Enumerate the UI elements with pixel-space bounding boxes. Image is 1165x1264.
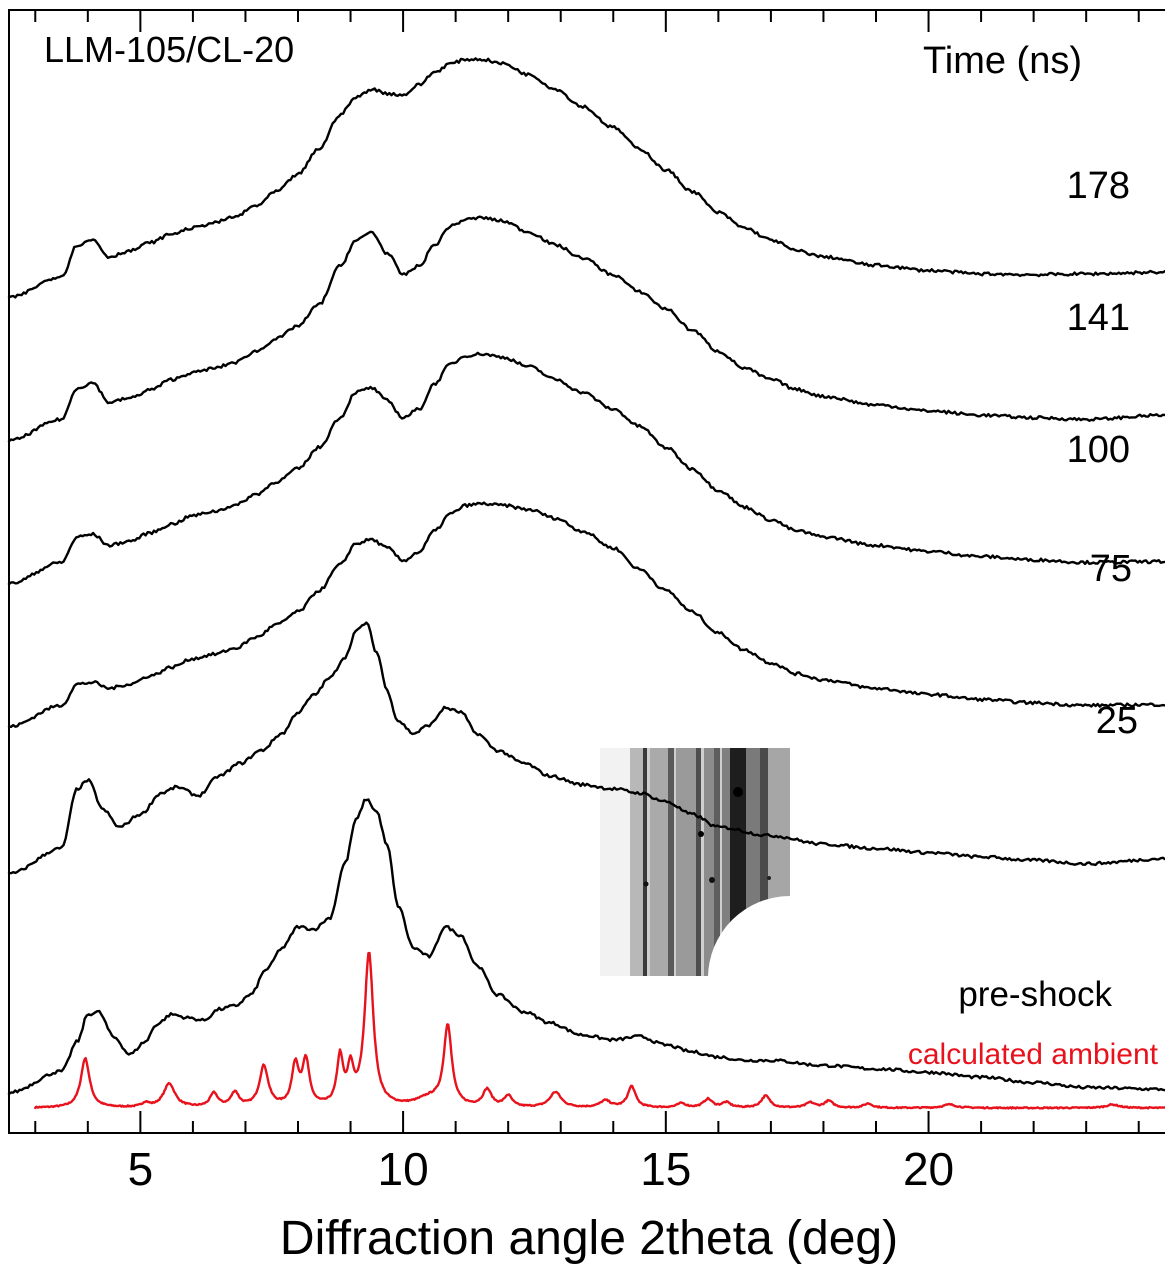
series-line-100 [7, 351, 1165, 586]
series-line-141 [7, 215, 1165, 443]
x-tick-label: 15 [640, 1143, 691, 1195]
x-axis-ticks [34, 10, 1140, 1133]
x-tick-labels: 5 10 15 20 [128, 1143, 955, 1195]
label-pre-shock: pre-shock [958, 975, 1112, 1014]
series-line-75 [7, 501, 1165, 728]
series-line-178 [7, 57, 1165, 299]
x-tick-label: 20 [903, 1143, 954, 1195]
label-calculated-ambient: calculated ambient [908, 1038, 1159, 1071]
label-141: 141 [1067, 297, 1130, 339]
label-25: 25 [1096, 700, 1138, 742]
label-178: 178 [1067, 165, 1130, 207]
plot-frame [8, 9, 1165, 1134]
x-tick-label: 5 [128, 1143, 154, 1195]
trace-group [7, 57, 1165, 1110]
series-line-25 [7, 621, 1165, 875]
time-legend-title: Time (ns) [923, 40, 1082, 82]
x-tick-label: 10 [378, 1143, 429, 1195]
chart-title: LLM-105/CL-20 [44, 29, 294, 70]
diffraction-inset [600, 748, 790, 976]
series-line-calculated-ambient [34, 951, 1165, 1110]
label-75: 75 [1090, 548, 1132, 590]
x-axis-label: Diffraction angle 2theta (deg) [280, 1212, 898, 1264]
series-line-pre-shock [7, 798, 1165, 1096]
label-100: 100 [1067, 429, 1130, 471]
